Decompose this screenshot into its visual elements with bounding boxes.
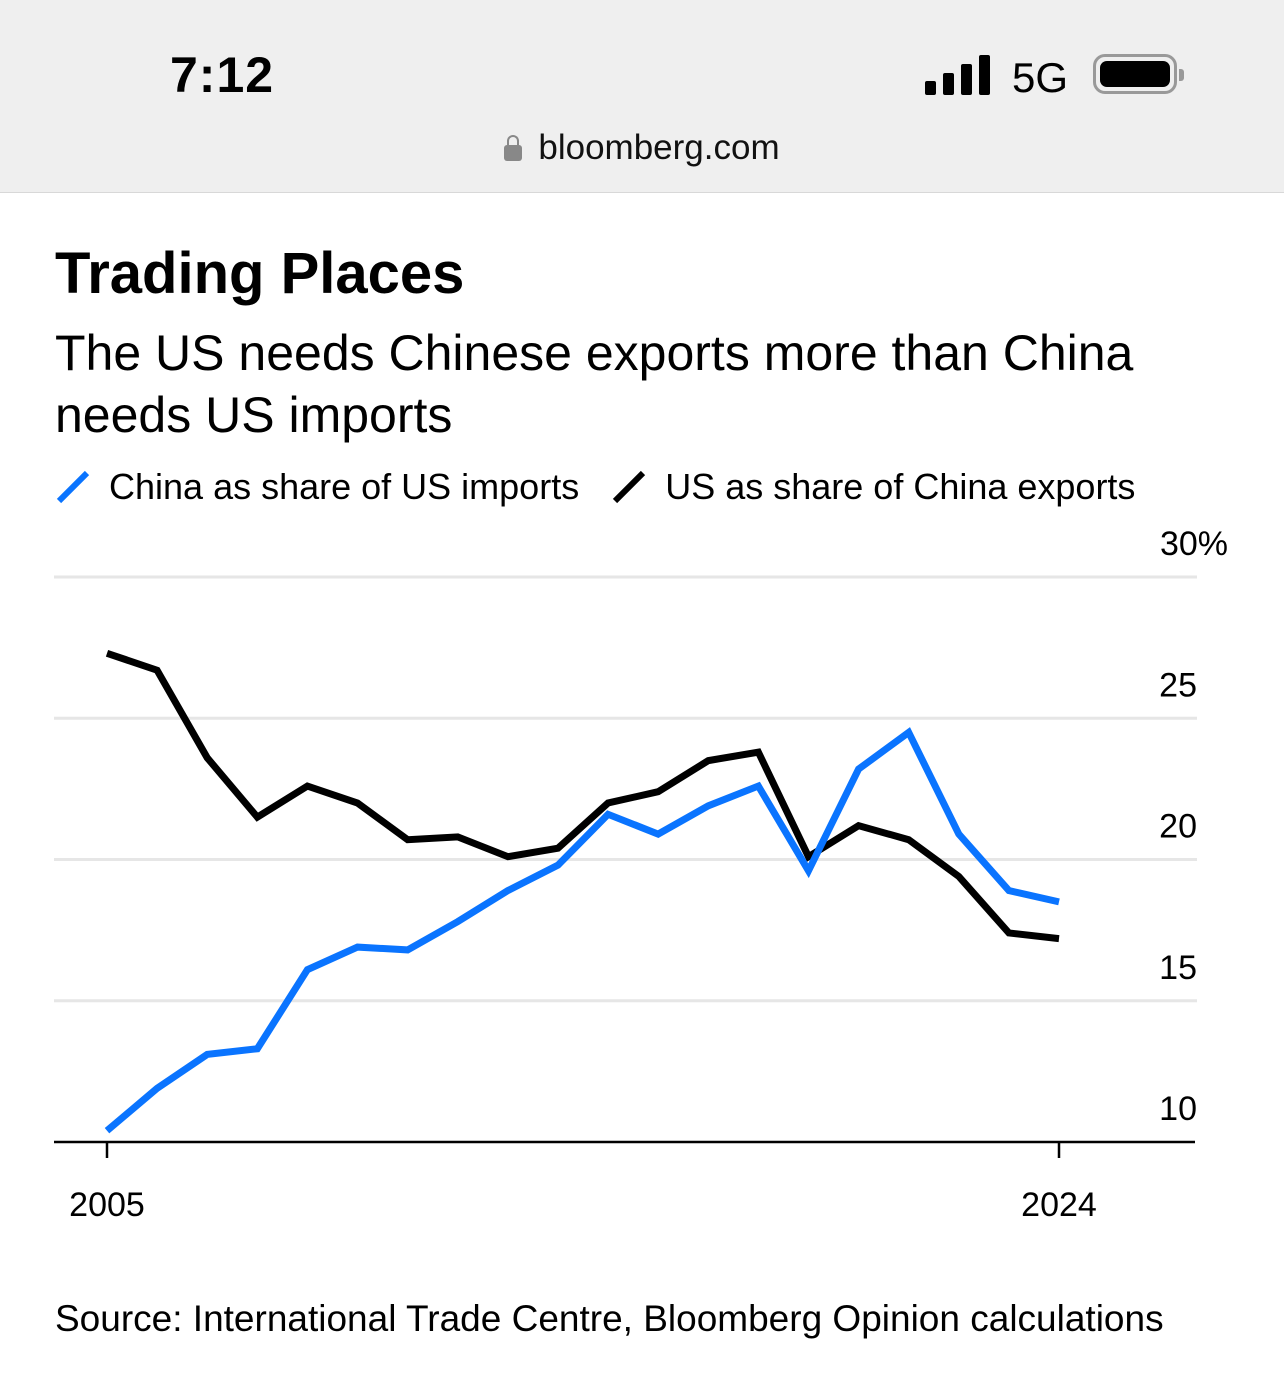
x-tick-label: 2024 [1021,1186,1097,1224]
legend-label: China as share of US imports [109,466,580,507]
legend-item-us-share: US as share of China exports [611,466,1135,508]
legend-swatch-blue-icon [56,470,90,504]
y-tick-label: 15 [1159,949,1197,987]
series-line-china-share-of-us-imports [104,727,1060,1134]
address-bar[interactable]: bloomberg.com [0,128,1284,168]
line-chart: 30% 25 20 15 10 2005 2024 [54,525,1228,1224]
network-type: 5G [1012,54,1069,101]
lock-icon [504,135,523,161]
y-tick-label: 30% [1160,525,1228,563]
source-note: Source: International Trade Centre, Bloo… [55,1298,1164,1339]
cellular-signal-icon [925,55,990,95]
battery-icon [1093,54,1184,94]
clock: 7:12 [170,47,275,103]
series-line-us-share-of-china-exports [105,649,1060,943]
url-text: bloomberg.com [538,128,780,167]
browser-status-bar: 7:12 5G bloomberg.com [0,0,1284,193]
chart-title: Trading Places [55,241,465,306]
legend-label: US as share of China exports [665,466,1136,507]
legend: China as share of US imports US as share… [55,466,1167,508]
legend-swatch-black-icon [613,470,646,504]
x-tick-label: 2005 [69,1186,145,1224]
y-tick-label: 10 [1159,1090,1197,1128]
y-tick-label: 25 [1159,666,1197,704]
chart-subtitle: The US needs Chinese exports more than C… [55,325,1134,443]
y-tick-label: 20 [1159,808,1197,846]
legend-item-china-share: China as share of US imports [55,466,579,508]
